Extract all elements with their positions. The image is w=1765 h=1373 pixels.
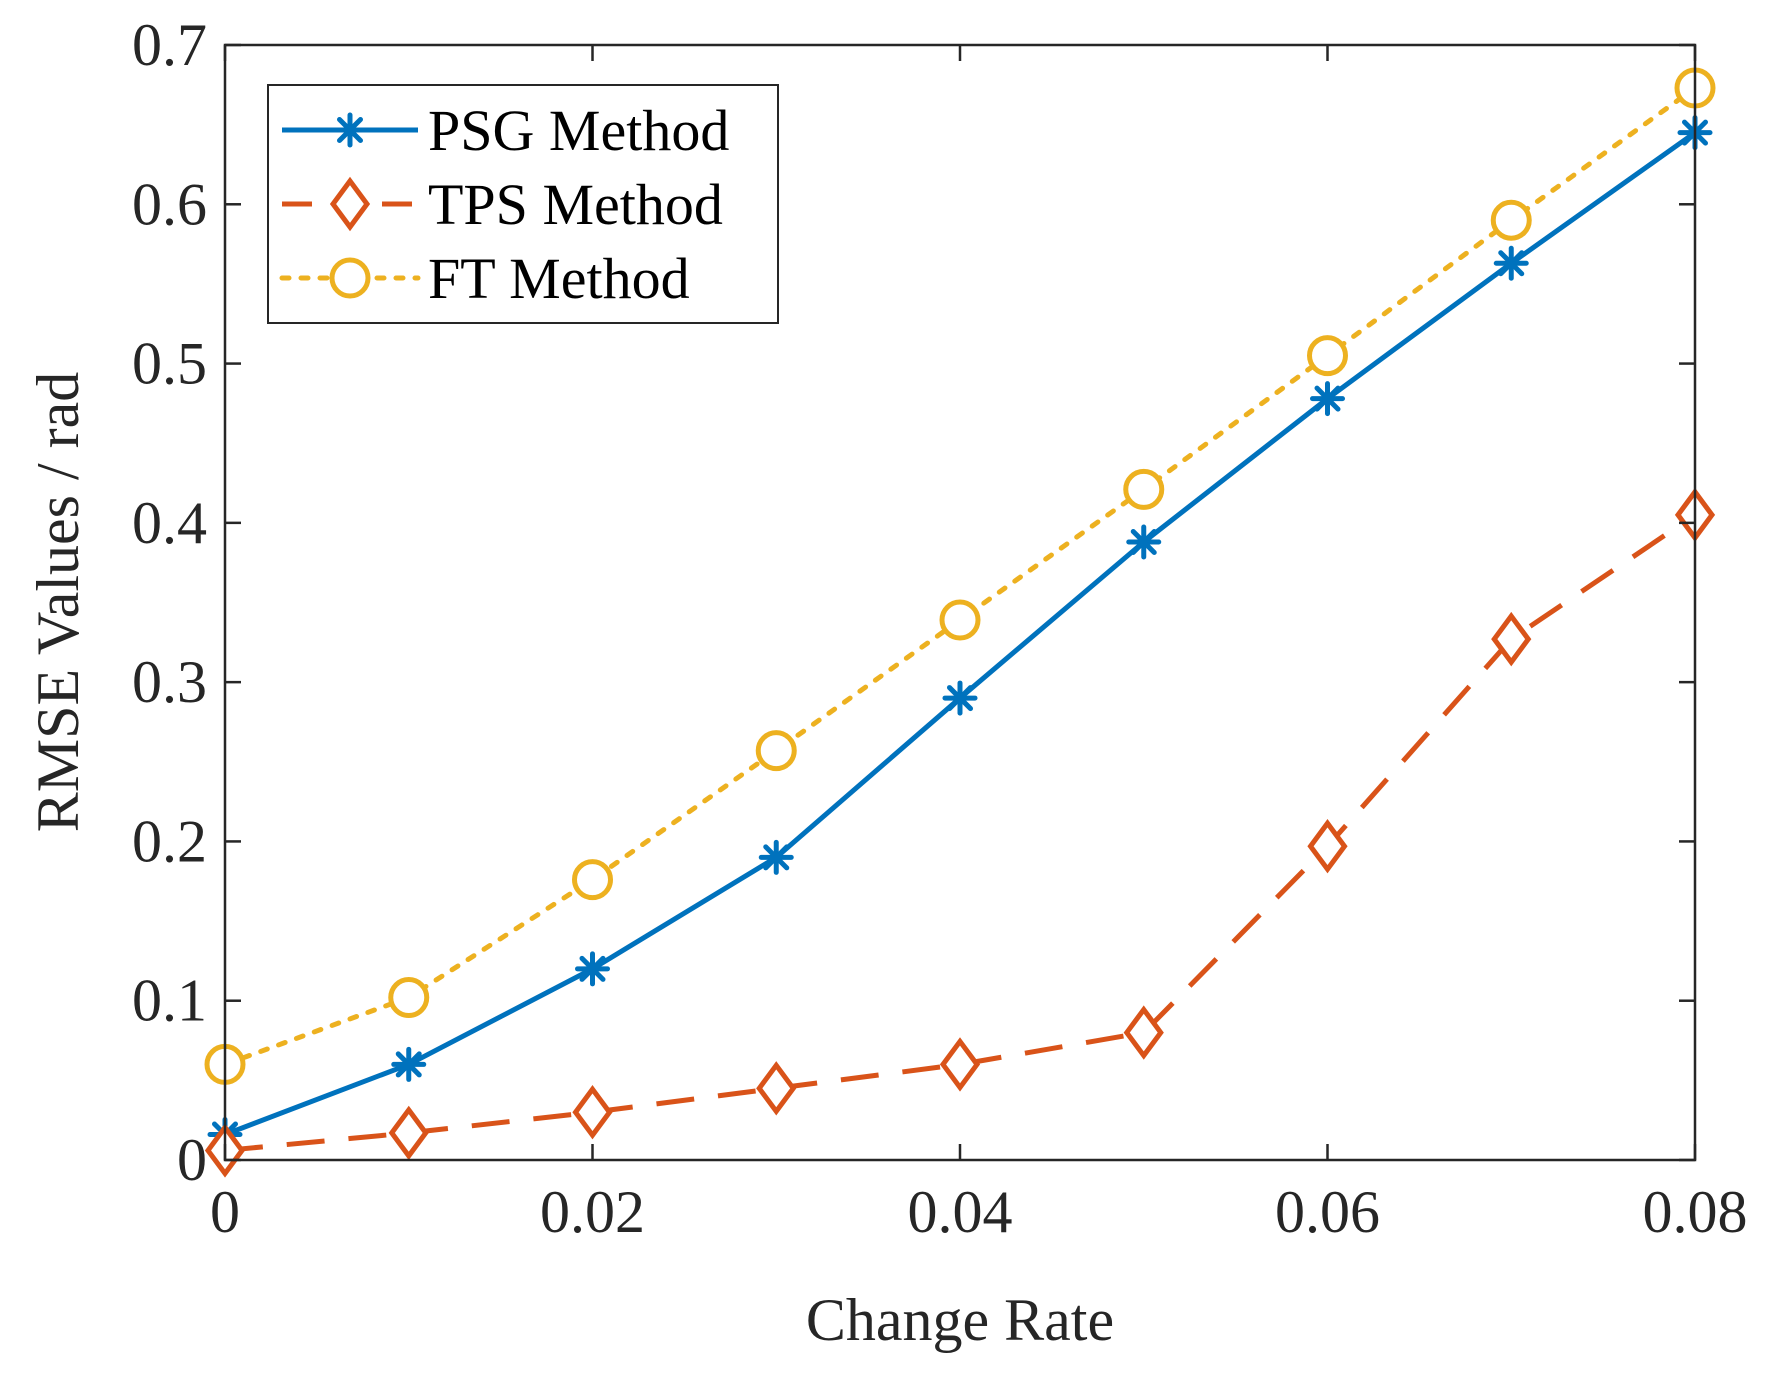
x-tick-label: 0.02 — [540, 1179, 645, 1245]
legend-marker — [329, 176, 371, 232]
tick-layer: 0 0.02 0.04 0.06 0.08 0 0.1 0.2 0.3 0.4 0.5 0.6 0.7 — [132, 12, 1748, 1245]
data-point — [391, 1046, 427, 1082]
data-point — [755, 730, 797, 772]
y-tick-label: 0.4 — [132, 490, 207, 556]
data-point — [1307, 819, 1348, 874]
data-point — [1493, 245, 1529, 281]
legend: PSG Method TPS Method FT Method — [267, 84, 779, 324]
y-tick-label: 0 — [177, 1127, 207, 1193]
y-tick-label: 0.5 — [132, 331, 207, 397]
legend-label: PSG Method — [428, 98, 729, 163]
data-point — [756, 1061, 797, 1116]
series-layer — [204, 67, 1716, 1178]
data-point — [388, 977, 430, 1019]
data-point — [575, 951, 610, 987]
legend-marker — [329, 257, 371, 299]
y-tick-label: 0.3 — [132, 649, 207, 715]
data-point — [939, 599, 981, 641]
data-point — [572, 1085, 613, 1140]
legend-item: TPS Method — [282, 172, 723, 237]
x-tick-label: 0.06 — [1275, 1179, 1380, 1245]
data-point — [1310, 381, 1345, 417]
data-point — [758, 839, 794, 875]
series-tps-method — [204, 487, 1716, 1178]
x-tick-label: 0.08 — [1643, 1179, 1748, 1245]
legend-items: PSG Method TPS Method FT Method — [279, 98, 729, 311]
series-ft-method — [204, 67, 1716, 1085]
legend-item: PSG Method — [282, 98, 729, 163]
data-point — [1123, 1005, 1164, 1060]
data-point — [1490, 199, 1532, 241]
data-point — [1126, 524, 1162, 560]
data-point — [572, 859, 613, 901]
legend-label: TPS Method — [428, 172, 723, 237]
y-tick-label: 0.1 — [132, 968, 207, 1034]
data-point — [1307, 335, 1348, 377]
x-tick-label: 0.04 — [908, 1179, 1013, 1245]
series-line — [224, 512, 1697, 1153]
y-axis-label: RMSE Values / rad — [25, 372, 91, 833]
x-tick-label: 0 — [210, 1179, 240, 1245]
y-tick-label: 0.2 — [132, 808, 207, 874]
x-axis-label: Change Rate — [806, 1287, 1114, 1353]
y-tick-label: 0.6 — [132, 171, 207, 237]
legend-label: FT Method — [428, 246, 690, 311]
data-point — [1491, 611, 1532, 667]
legend-marker — [332, 112, 368, 148]
data-point — [1123, 468, 1165, 510]
data-point — [939, 1037, 981, 1092]
legend-item: FT Method — [279, 246, 690, 311]
data-point — [388, 1105, 429, 1161]
data-point — [942, 680, 978, 716]
y-tick-label: 0.7 — [132, 12, 207, 78]
